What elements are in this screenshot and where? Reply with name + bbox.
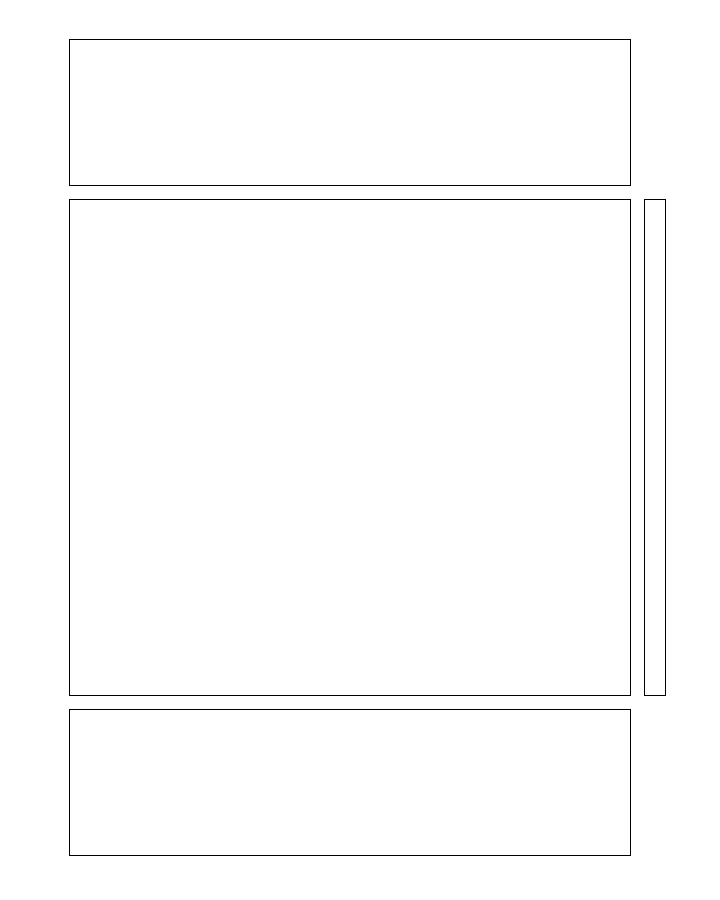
wind-scatter-plot: [69, 39, 631, 186]
spectrogram-heatmap: [69, 199, 631, 696]
spl-line-plot: [69, 709, 631, 856]
colorbar: [644, 199, 666, 696]
